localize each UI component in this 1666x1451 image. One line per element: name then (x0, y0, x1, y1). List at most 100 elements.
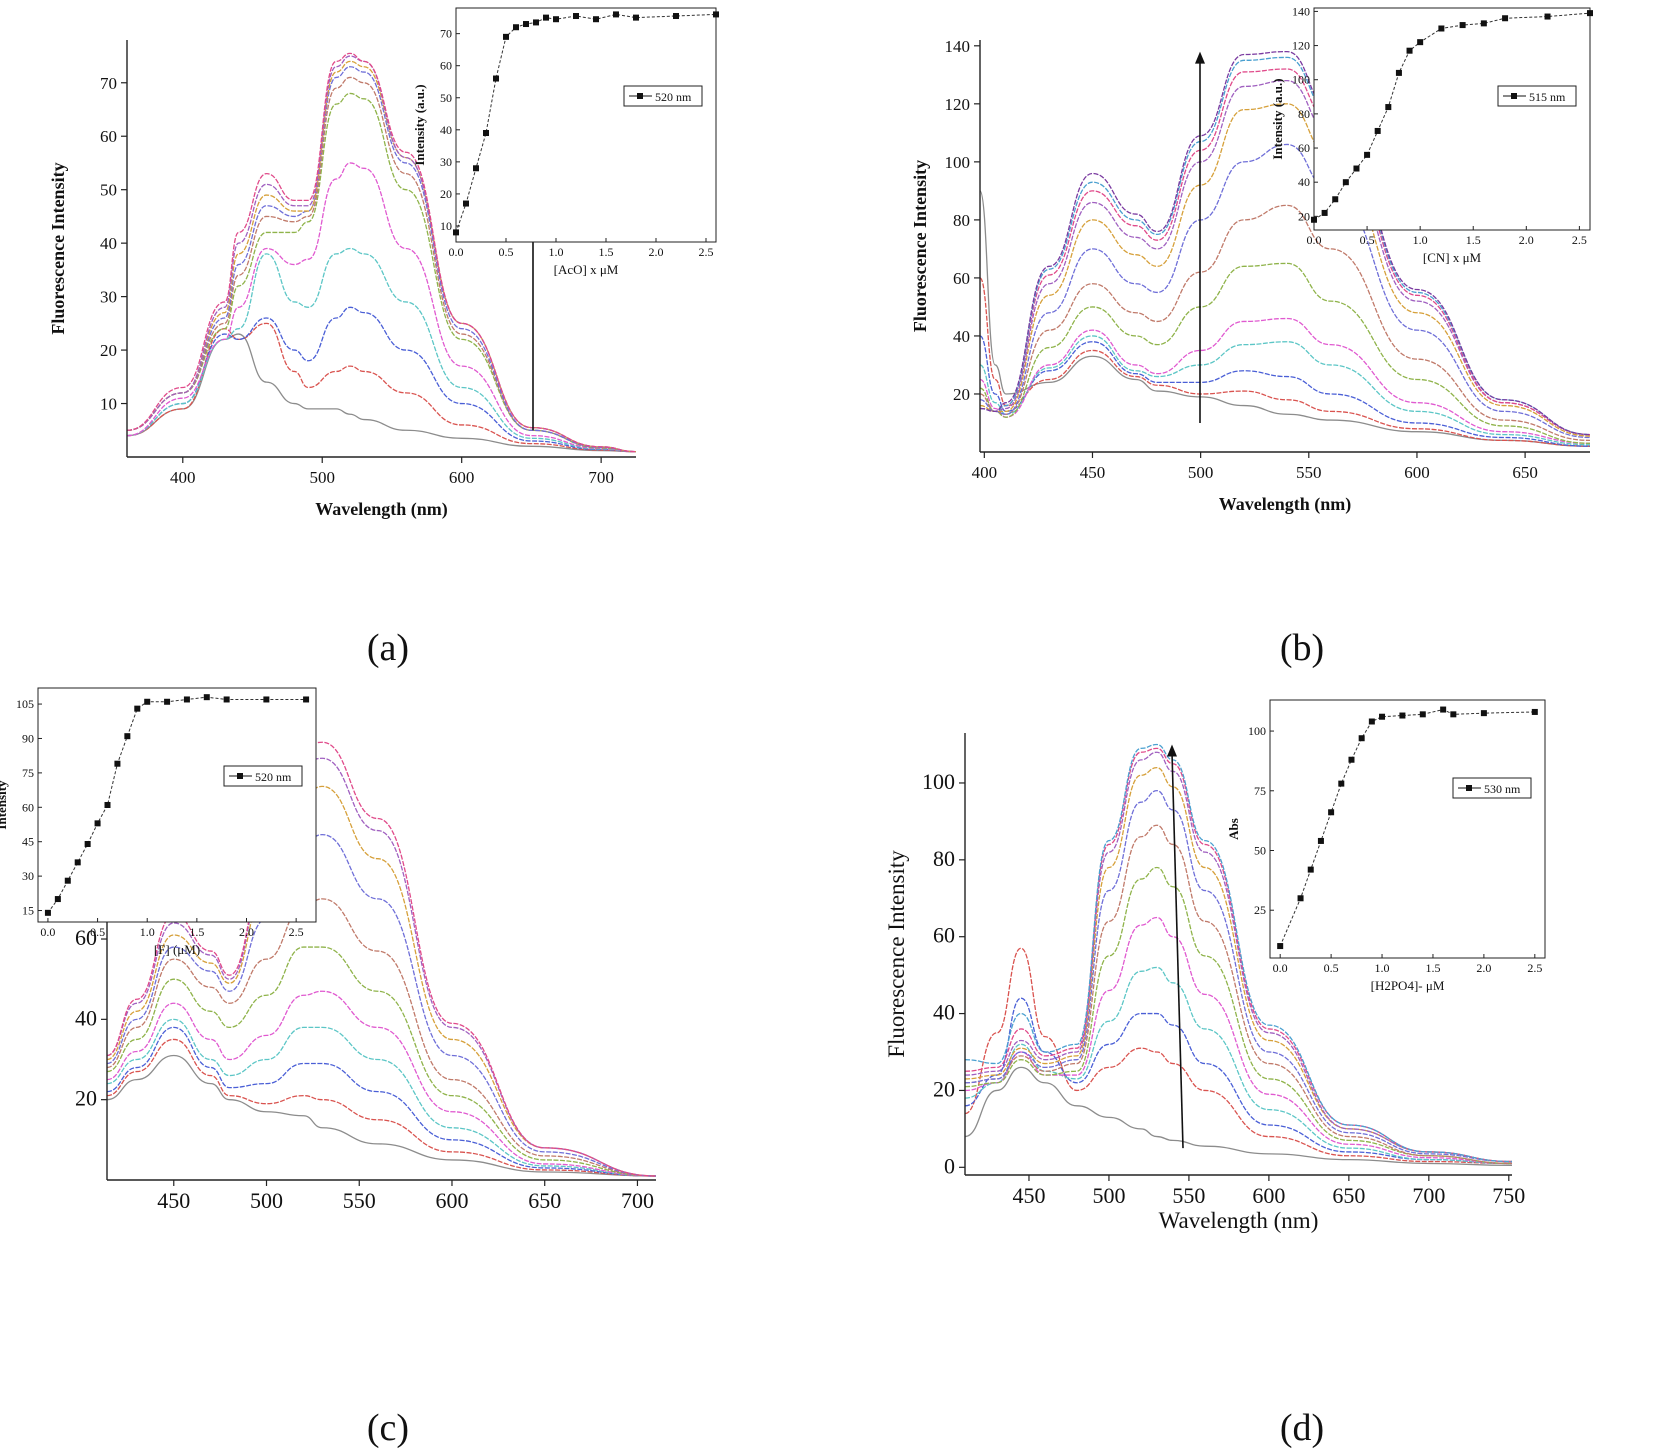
panel-a-inset-ytick-label: 70 (440, 27, 452, 41)
panel-c-ytick-label: 20 (75, 1086, 97, 1111)
panel-b-inset-point (1459, 22, 1466, 29)
panel-d-inset-ytick-label: 25 (1254, 903, 1266, 917)
panel-a-inset-legend-marker (637, 93, 643, 99)
panel-b-inset-point (1342, 179, 1349, 186)
panel-d-series-group (964, 743, 1513, 1167)
panel-d-inset-ytick-label: 100 (1248, 724, 1266, 738)
panel-b-inset-xtick-label: 2.0 (1519, 233, 1534, 247)
panel-c-inset-ytick-label: 75 (22, 766, 34, 780)
panel-a-inset-point (523, 21, 529, 28)
panel-c-series-4 (106, 1018, 657, 1177)
panel-d-arrow-shaft (1171, 752, 1184, 1149)
panel-b-inset-ytick-label: 100 (1292, 73, 1310, 87)
panel-b-inset-xtick-label: 2.5 (1572, 233, 1587, 247)
panel-a-inset-legend-label: 520 nm (655, 90, 692, 104)
panel-a-xtick-label: 600 (449, 468, 475, 487)
panel-b-series-13 (979, 50, 1591, 436)
panel-d: 450 500 550 600 650 700 750 0 20 40 60 80 100 Wavelen… (884, 699, 1546, 1233)
panel-b-ytick-label: 40 (953, 327, 970, 346)
panel-d-xtick-label: 600 (1252, 1183, 1285, 1208)
panel-d-inset-point (1358, 735, 1365, 742)
panel-b-inset-legend-label: 515 nm (1529, 90, 1566, 104)
panel-a-inset-ytick-label: 40 (440, 123, 452, 137)
panel-c-inset-ytick-label: 60 (22, 800, 34, 814)
panel-b-series-1 (979, 190, 1591, 447)
panel-c: 450500550600650700204060801001200.00.51.… (0, 687, 657, 1213)
panel-b-inset-point (1438, 25, 1445, 32)
panel-a-xtick-label: 700 (588, 468, 614, 487)
panel-c-series-7 (106, 898, 657, 1177)
panel-c-inset-point (64, 877, 71, 884)
panel-d-inset-frame (1269, 699, 1546, 959)
panel-c-inset-ytick-label: 45 (22, 835, 34, 849)
panel-c-inset-xtick-label: 1.0 (140, 925, 155, 939)
panel-d-inset-point (1338, 780, 1345, 787)
panel-d-inset-legend-marker (1466, 785, 1472, 791)
panel-d-inset-point (1440, 706, 1447, 713)
panel-c-inset: 0.0 0.5 1.0 1.5 2.0 2.5 15 30 45 60 75 90 105 520 nm [… (0, 687, 317, 957)
panel-b-inset: 0.0 0.5 1.0 1.5 2.0 2.5 20 40 60 80 100 120 140 515 n… (1270, 4, 1593, 265)
panel-b-ytick-label: 60 (953, 269, 970, 288)
panel-d-xtick-label: 450 (1012, 1183, 1045, 1208)
panel-c-inset-ytick-label: 90 (22, 731, 34, 745)
panel-c-inset-ytick-label: 30 (22, 869, 34, 883)
panel-b-ytick-label: 20 (953, 385, 970, 404)
panel-d-inset-xtick-label: 2.5 (1527, 961, 1542, 975)
panel-b-inset-point (1374, 127, 1381, 134)
panel-c-inset-point (94, 820, 101, 827)
panel-b-inset-point (1364, 151, 1371, 158)
panel-c-inset-point (164, 698, 171, 705)
panel-c-inset-xtick-label: 1.5 (189, 925, 204, 939)
panel-d-ytick-label: 80 (933, 846, 955, 871)
panel-d-xtick-label: 500 (1092, 1183, 1125, 1208)
panel-d-series-6 (964, 866, 1513, 1165)
panel-a-inset: 0.0 0.5 1.0 1.5 2.0 2.5 10 20 30 40 50 60 70 520 nm [A… (412, 7, 719, 277)
panel-a-inset-point (533, 19, 539, 26)
panel-a-series-4 (126, 247, 637, 453)
panel-a-inset-xtick-label: 1.5 (599, 245, 614, 259)
panel-a-ytick-label: 10 (100, 395, 117, 414)
panel-a-ytick-label: 60 (100, 127, 117, 146)
panel-b-series-3 (979, 335, 1591, 447)
panel-d-inset-point (1419, 711, 1426, 718)
panel-d-inset-line (1279, 709, 1535, 947)
panel-b-inset-xtick-label: 0.5 (1360, 233, 1375, 247)
caption-d: (d) (1280, 1407, 1324, 1449)
panel-c-inset-point (263, 696, 270, 703)
panel-a-inset-point (493, 75, 499, 82)
panel-a-inset-point (573, 13, 579, 20)
panel-c-inset-xtick-label: 2.5 (289, 925, 304, 939)
panel-d-inset: 0.0 0.5 1.0 1.5 2.0 2.5 25 50 75 100 530 nm [H2PO4]… (1226, 699, 1546, 993)
panel-d-ytick-label: 40 (933, 1000, 955, 1025)
panel-a-inset-point (513, 24, 519, 31)
panel-c-inset-legend-label: 520 nm (255, 770, 292, 784)
panel-b-inset-frame (1313, 7, 1591, 231)
panel-c-inset-point (203, 694, 210, 701)
panel-d-inset-point (1450, 711, 1457, 718)
panel-c-series-6 (106, 946, 657, 1177)
panel-d-inset-point (1328, 809, 1335, 816)
panel-b-series-5 (979, 317, 1591, 444)
panel-a-inset-x-label: [AcO] x μM (554, 262, 619, 277)
panel-c-inset-legend-box (223, 765, 303, 787)
panel-b-inset-point (1406, 47, 1413, 54)
panel-b-series-2 (979, 277, 1591, 447)
panel-d-inset-point (1379, 713, 1386, 720)
panel-b-inset-legend-box (1497, 85, 1577, 107)
panel-b-ytick-label: 120 (945, 95, 971, 114)
panel-a-series-11 (126, 52, 637, 453)
panel-c-inset-xtick-label: 0.0 (40, 925, 55, 939)
panel-b-inset-ytick-label: 120 (1292, 39, 1310, 53)
panel-a-inset-point (593, 16, 599, 23)
panel-a-inset-point (633, 14, 639, 21)
panel-c-xtick-label: 550 (343, 1188, 376, 1213)
panel-a-y-axis-label: Fluorescence Intensity (48, 162, 68, 334)
panel-b-ytick-label: 80 (953, 211, 970, 230)
panel-b-inset-ytick-label: 40 (1298, 175, 1310, 189)
panel-d-series-8 (964, 790, 1513, 1163)
panel-a-inset-point (543, 14, 549, 21)
panel-d-inset-point (1348, 756, 1355, 763)
panel-a-ytick-label: 50 (100, 181, 117, 200)
caption-b: (b) (1280, 627, 1324, 669)
